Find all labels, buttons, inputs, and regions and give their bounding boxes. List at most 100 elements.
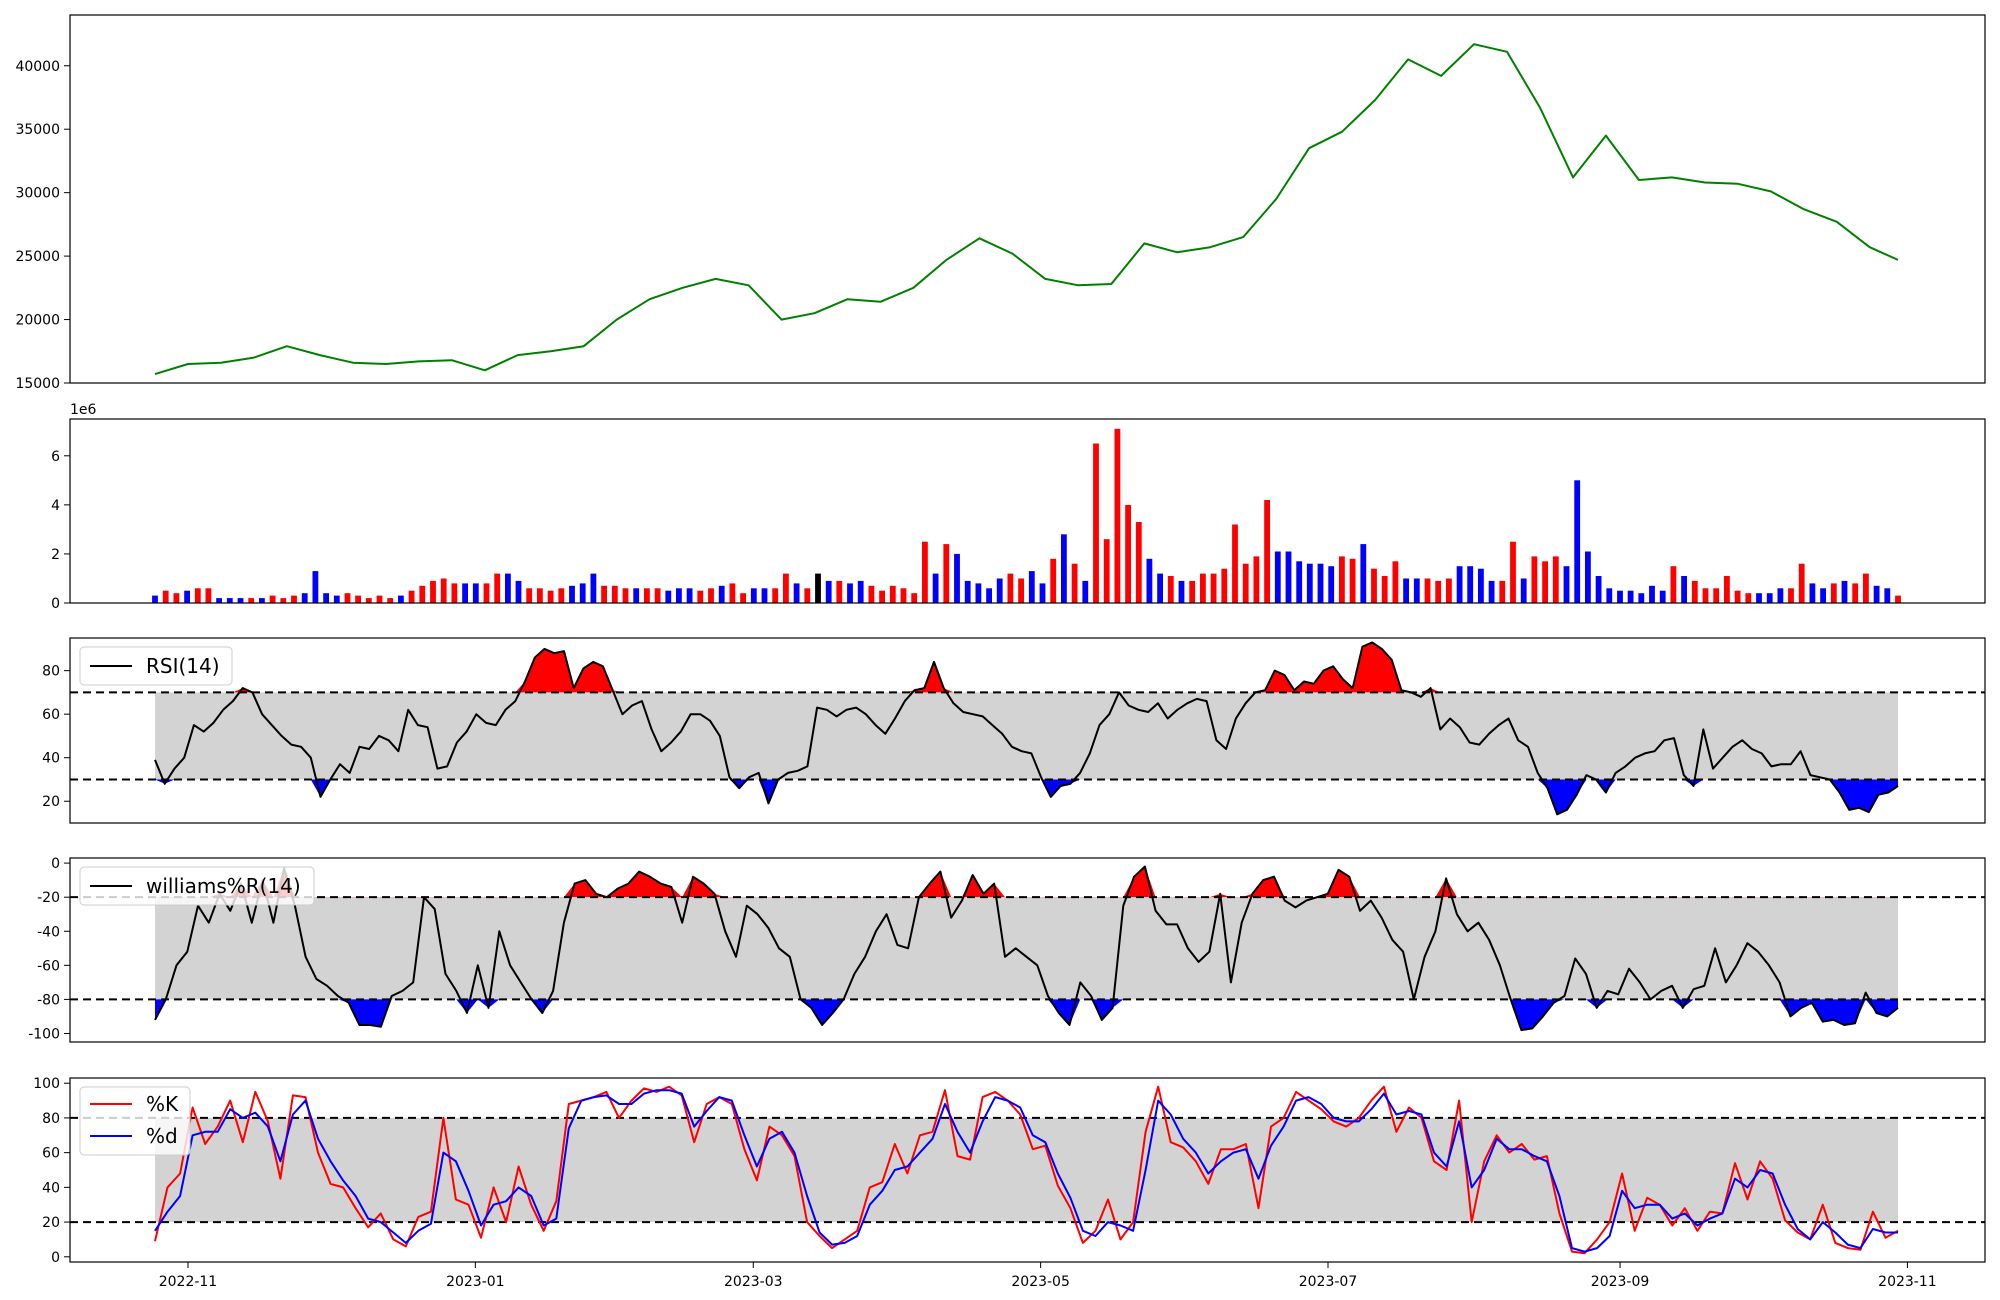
volume-bar — [718, 585, 725, 603]
x-tick-label: 2023-09 — [1591, 1274, 1650, 1290]
stochastic-ytick-label: 20 — [42, 1215, 60, 1231]
volume-bar — [312, 571, 319, 603]
volume-offset-label: 1e6 — [70, 402, 97, 418]
volume-bar — [1242, 563, 1249, 603]
rsi-panel: 20 40 60 80 RSI(14) — [42, 637, 1986, 824]
volume-bar — [654, 588, 661, 603]
volume-bar — [836, 580, 843, 603]
volume-bar — [1349, 558, 1356, 603]
volume-bar — [1018, 578, 1024, 603]
x-tick-label: 2023-03 — [724, 1274, 783, 1290]
volume-bar — [1520, 578, 1527, 603]
volume-bar — [986, 588, 992, 603]
volume-bar — [355, 595, 361, 603]
volume-bar — [611, 585, 618, 603]
williams-panel: -100 -80 -60 -40 -20 0 williams%R(14) — [28, 856, 1986, 1043]
volume-bar — [922, 541, 928, 603]
volume-bar — [462, 583, 468, 603]
volume-bar — [772, 588, 779, 603]
volume-bar — [1135, 522, 1142, 603]
volume-bar — [1306, 563, 1313, 603]
volume-bar — [1702, 588, 1709, 603]
volume-bar — [1403, 578, 1409, 603]
date-x-axis: 2022-11 2023-01 2023-03 2023-05 2023-07 2023-… — [159, 1262, 1937, 1290]
price-ytick-label: 20000 — [15, 313, 60, 329]
volume-bar — [1884, 588, 1891, 603]
volume-bar — [1595, 576, 1602, 603]
volume-bar — [943, 544, 950, 603]
volume-bar — [1777, 588, 1784, 603]
volume-bar — [1830, 583, 1837, 603]
williams-legend: williams%R(14) — [79, 866, 315, 906]
volume-bar — [472, 583, 479, 603]
volume-bar — [430, 580, 436, 603]
rsi-neutral-band — [155, 692, 1898, 780]
d-line — [154, 1089, 1898, 1253]
volume-bar — [1649, 585, 1655, 603]
volume-bar — [152, 595, 158, 603]
volume-bar — [1552, 556, 1559, 603]
stochastic-panel: 0 20 40 60 80 100 2022-11 2023-01 2023-03 2023-0… — [33, 1076, 1986, 1290]
volume-bar — [729, 583, 736, 603]
volume-bar — [259, 598, 265, 603]
volume-ytick-label: 6 — [51, 449, 60, 465]
rsi-ytick-label: 20 — [42, 794, 60, 810]
volume-bar — [344, 593, 351, 603]
volume-bar — [1157, 573, 1163, 603]
volume-bar — [483, 583, 490, 603]
volume-bar — [1146, 558, 1153, 603]
price-ytick-label: 40000 — [15, 59, 60, 75]
stochastic-ytick-label: 100 — [33, 1076, 60, 1092]
price-ytick-label: 30000 — [15, 186, 60, 202]
x-tick-label: 2023-11 — [1878, 1274, 1937, 1290]
volume-bar — [547, 590, 554, 603]
volume-bar — [1200, 573, 1206, 603]
volume-bar — [1863, 573, 1869, 603]
volume-bar — [1585, 551, 1591, 603]
volume-bar — [1467, 566, 1474, 603]
volume-bar — [1756, 593, 1762, 603]
stochastic-ytick-label: 80 — [42, 1111, 60, 1127]
williams-plot-area — [70, 865, 1985, 1032]
volume-bar — [697, 590, 704, 603]
volume-bar — [280, 598, 287, 603]
price-ytick-label: 15000 — [15, 376, 60, 392]
volume-bar — [1841, 580, 1848, 603]
volume-bar — [226, 598, 233, 603]
volume-bar — [1574, 480, 1581, 603]
volume-bar — [1488, 580, 1495, 603]
volume-bar — [1724, 576, 1730, 603]
rsi-axes-frame — [69, 637, 1986, 824]
volume-bar — [804, 588, 811, 603]
x-tick-label: 2023-05 — [1011, 1274, 1070, 1290]
williams-ytick-label: -80 — [37, 992, 60, 1008]
volume-bar — [1125, 504, 1131, 603]
volume-bar — [1478, 568, 1484, 603]
volume-bar — [269, 595, 276, 603]
volume-bar — [622, 588, 629, 603]
price-ytick-label: 25000 — [15, 249, 60, 265]
volume-bar — [376, 595, 383, 603]
volume-bar — [1093, 443, 1099, 603]
volume-bar — [1542, 561, 1548, 603]
volume-bar — [783, 573, 789, 603]
volume-bar — [194, 588, 201, 603]
volume-bar — [1178, 580, 1185, 603]
rsi-ytick-label: 40 — [42, 751, 60, 767]
volume-bar — [1339, 556, 1345, 603]
price-panel: 15000 20000 25000 30000 35000 40000 — [15, 14, 1986, 392]
volume-bar — [1456, 566, 1463, 603]
stochastic-plot-area — [70, 1085, 1985, 1255]
volume-bar — [1531, 556, 1538, 603]
volume-bar — [868, 585, 875, 603]
volume-ytick-label: 0 — [51, 596, 60, 612]
volume-bar — [419, 585, 426, 603]
volume-bar — [1274, 551, 1281, 603]
volume-bar — [451, 583, 458, 603]
rsi-plot-area — [70, 641, 1985, 816]
volume-bar — [793, 583, 800, 603]
volume-bar — [494, 573, 501, 603]
volume-bar — [365, 598, 372, 603]
volume-bar — [1360, 544, 1367, 603]
d-legend-label: %d — [146, 1124, 178, 1148]
